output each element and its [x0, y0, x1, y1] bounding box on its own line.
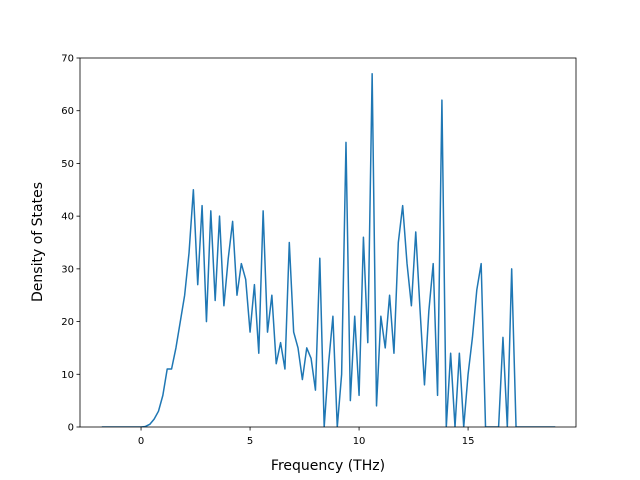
x-tick-label: 10	[353, 436, 366, 447]
y-tick-label: 40	[61, 212, 74, 223]
x-tick-label: 15	[462, 436, 475, 447]
y-tick-label: 60	[61, 106, 74, 117]
y-tick-label: 70	[61, 54, 74, 65]
x-axis-label: Frequency (THz)	[271, 458, 385, 474]
y-axis-label: Density of States	[30, 182, 46, 302]
x-tick-label: 5	[247, 436, 253, 447]
plot-frame	[79, 57, 577, 428]
y-tick-label: 30	[61, 264, 74, 275]
y-tick-label: 20	[61, 317, 74, 328]
y-tick-label: 10	[61, 370, 74, 381]
data-line	[101, 73, 556, 427]
y-tick-label: 0	[68, 423, 74, 434]
x-tick-label: 0	[138, 436, 144, 447]
y-tick-label: 50	[61, 159, 74, 170]
